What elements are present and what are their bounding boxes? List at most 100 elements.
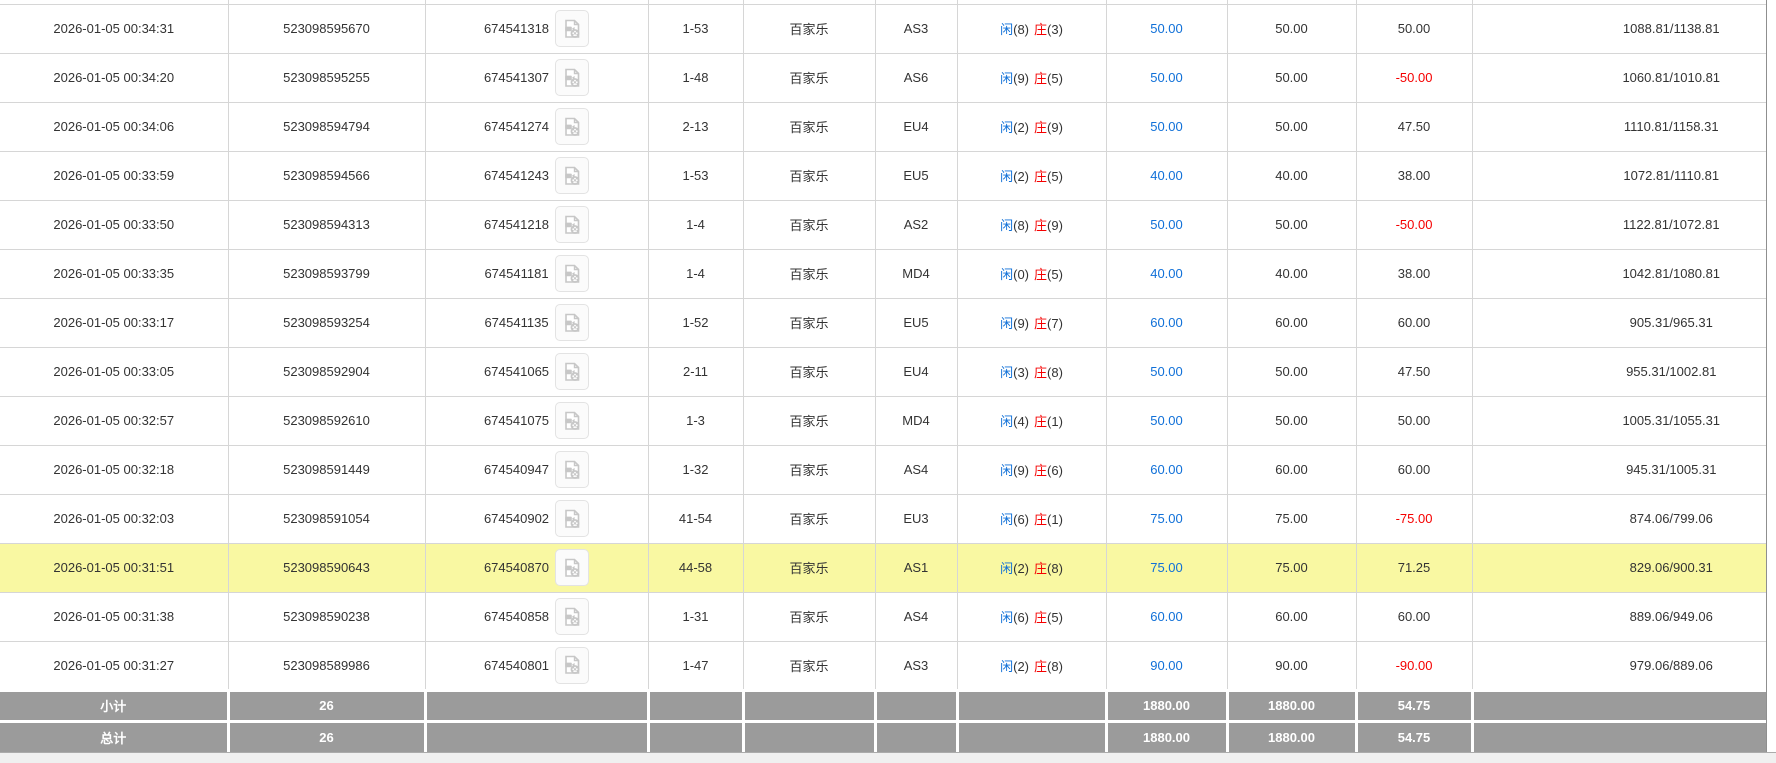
cell-bet-time: 2026-01-05 00:33:05 [0,346,229,397]
replay-video-button[interactable] [555,598,590,635]
cell-valid-amount: 60.00 [1226,297,1357,348]
player-score: (9) [1013,71,1029,86]
cell-bet-amount: 90.00 [1105,640,1228,691]
replay-video-button[interactable] [555,451,590,488]
bet-amount-link[interactable]: 60.00 [1150,462,1183,477]
cell-table-code: EU4 [874,101,958,152]
cell-valid-amount: 50.00 [1226,52,1357,103]
bet-amount-link[interactable]: 50.00 [1150,217,1183,232]
cell-shoe-round: 1-53 [647,150,744,201]
cell-round-number: 674541135 [424,297,649,348]
banker-score: (8) [1047,658,1063,674]
banker-score: (6) [1047,463,1063,478]
table-footer: 小计 26 1880.00 1880.00 54.75 总计 26 1880.0… [0,688,1776,752]
round-number-text: 674541075 [483,413,550,428]
cell-win-loss: 60.00 [1355,591,1473,642]
banker-score: (1) [1047,512,1063,527]
replay-video-button[interactable] [555,108,590,145]
replay-video-button[interactable] [554,255,589,292]
replay-video-button[interactable] [555,402,590,439]
player-result-label: 闲 [1000,658,1014,674]
round-number-text: 674541065 [483,364,550,379]
video-file-icon [565,362,580,381]
cell-valid-amount: 60.00 [1226,444,1357,495]
summary-row: 小计 26 1880.00 1880.00 54.75 [0,688,1776,721]
cell-game-result: 闲(8) 庄(3) [956,3,1107,54]
cell-shoe-round: 2-13 [647,101,744,152]
cell-order-number: 523098595670 [227,3,426,54]
player-score: (0) [1013,267,1029,282]
cell-valid-amount: 75.00 [1226,493,1357,544]
bet-amount-link[interactable]: 60.00 [1150,315,1183,330]
bet-amount-link[interactable]: 90.00 [1150,657,1183,673]
cell-game-result: 闲(2) 庄(9) [956,101,1107,152]
banker-result-label: 庄 [1034,610,1048,625]
replay-video-button[interactable] [554,304,589,341]
banker-result-label: 庄 [1034,512,1048,527]
cell-order-number: 523098590238 [227,591,426,642]
cell-shoe-round: 1-52 [647,297,744,348]
table-row: 2026-01-05 00:33:05 523098592904 6745410… [0,346,1776,397]
bet-amount-link[interactable]: 50.00 [1150,70,1183,85]
banker-result-label: 庄 [1034,463,1048,478]
player-result-label: 闲 [1000,169,1014,184]
cell-bet-amount: 40.00 [1105,150,1228,201]
cell-game-type: 百家乐 [742,346,876,397]
replay-video-button[interactable] [555,549,590,586]
replay-video-button[interactable] [555,206,590,243]
cell-game-result: 闲(2) 庄(8) [956,640,1107,691]
round-number-text: 674540858 [483,609,550,624]
bet-amount-link[interactable]: 50.00 [1150,364,1183,379]
replay-video-button[interactable] [555,646,590,684]
banker-result-label: 庄 [1034,22,1048,37]
replay-video-button[interactable] [555,59,590,96]
cell-round-number: 674541274 [424,101,649,152]
round-number-text: 674541318 [483,21,550,36]
summary-bet-total: 1880.00 [1104,719,1227,752]
bet-amount-link[interactable]: 75.00 [1150,560,1183,575]
round-number-text: 674541307 [483,70,550,85]
banker-score: (8) [1047,561,1063,576]
cell-bet-amount: 60.00 [1105,297,1228,348]
bet-amount-link[interactable]: 60.00 [1150,609,1183,624]
summary-count: 26 [226,688,425,721]
replay-video-button[interactable] [555,500,590,537]
cell-valid-amount: 40.00 [1226,150,1357,201]
player-result-label: 闲 [1000,316,1014,331]
video-file-icon [565,68,580,87]
horizontal-scrollbar[interactable] [0,752,1776,763]
bet-amount-link[interactable]: 50.00 [1150,21,1183,36]
cell-bet-amount: 40.00 [1105,248,1228,299]
table-row: 2026-01-05 00:32:18 523098591449 6745409… [0,444,1776,495]
round-number-text: 674541181 [484,266,549,281]
cell-table-code: AS3 [874,640,958,691]
bet-amount-link[interactable]: 40.00 [1150,168,1183,183]
cell-balance: 1042.81/1080.81 [1471,248,1776,299]
video-file-icon [565,215,580,234]
bet-amount-link[interactable]: 50.00 [1150,119,1183,134]
vertical-scrollbar[interactable] [1766,0,1776,752]
player-result-label: 闲 [1000,512,1014,527]
player-score: (2) [1013,169,1029,184]
bet-amount-link[interactable]: 40.00 [1150,266,1183,281]
cell-table-code: EU3 [874,493,958,544]
replay-video-button[interactable] [555,10,590,47]
cell-order-number: 523098593254 [227,297,426,348]
banker-score: (5) [1047,71,1063,86]
banker-result-label: 庄 [1034,658,1048,674]
cell-win-loss: 50.00 [1355,395,1473,446]
replay-video-button[interactable] [555,353,590,390]
summary-winloss-total: 54.75 [1354,719,1472,752]
cell-balance: 905.31/965.31 [1471,297,1776,348]
cell-table-code: AS4 [874,591,958,642]
banker-result-label: 庄 [1034,120,1048,135]
replay-video-button[interactable] [555,157,590,194]
cell-valid-amount: 90.00 [1226,640,1357,691]
cell-game-type: 百家乐 [742,395,876,446]
cell-game-type: 百家乐 [742,542,876,593]
bet-amount-link[interactable]: 75.00 [1150,511,1183,526]
bet-amount-link[interactable]: 50.00 [1150,413,1183,428]
player-result-label: 闲 [1000,610,1014,625]
cell-bet-amount: 50.00 [1105,52,1228,103]
cell-table-code: EU5 [874,297,958,348]
